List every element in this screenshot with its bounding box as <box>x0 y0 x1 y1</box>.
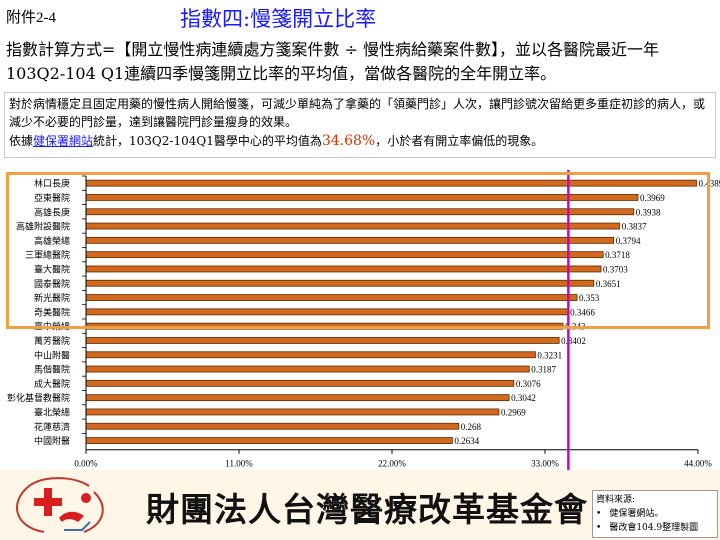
category-label: 林口長庚 <box>34 178 70 190</box>
data-label: 0.268 <box>461 422 482 432</box>
bar-chart: 林口長庚 0.4389 亞東醫院 0.3969 高雄長庚 0.3938 高雄附設醫院 0.38… <box>0 170 720 470</box>
data-source-item: 健保署網站。 <box>596 507 714 521</box>
x-tick-label: 44.00% <box>684 459 712 469</box>
description-box: 對於病情穩定且固定用藥的慢性病人開給慢箋，可減少單純為了拿藥的「領藥門診」人次，… <box>4 92 716 158</box>
category-label: 萬芳醫院 <box>34 335 70 347</box>
data-label: 0.3718 <box>605 250 630 260</box>
data-label: 0.3969 <box>640 193 665 203</box>
organization-name: 財團法人台灣醫療改革基金會 <box>146 490 588 529</box>
x-tick-label: 11.00% <box>225 459 253 469</box>
data-source-item: 醫改會104.9整理製圖 <box>596 521 714 535</box>
bar-chart-svg: 林口長庚 0.4389 亞東醫院 0.3969 高雄長庚 0.3938 高雄附設醫院 0.38… <box>7 170 720 470</box>
foundation-logo-icon <box>16 477 104 533</box>
data-label: 0.3651 <box>596 279 621 289</box>
data-label: 0.4389 <box>698 179 720 189</box>
bar <box>85 194 639 201</box>
category-label: 高雄榮總 <box>34 235 70 247</box>
bar <box>85 308 569 316</box>
category-label: 新光醫院 <box>34 292 70 304</box>
category-label: 三軍總醫院 <box>25 249 70 261</box>
bar <box>85 251 604 259</box>
data-label: 0.3187 <box>531 365 556 375</box>
x-tick-label: 22.00% <box>378 459 406 469</box>
data-label: 0.2969 <box>501 407 526 417</box>
x-tick-label: 33.00% <box>531 459 559 469</box>
x-tick-label: 0.00% <box>74 459 98 469</box>
bar <box>85 422 460 430</box>
data-label: 0.3794 <box>616 236 641 246</box>
category-label: 馬偕醫院 <box>34 364 70 376</box>
bar <box>85 279 595 287</box>
data-label: 0.3231 <box>537 350 562 360</box>
bar <box>85 294 578 301</box>
bar <box>85 222 621 230</box>
bar <box>85 365 530 373</box>
category-label: 中山附醫 <box>34 349 70 361</box>
data-label: 0.353 <box>579 293 600 303</box>
category-label: 國泰醫院 <box>34 278 70 290</box>
category-label: 亞東醫院 <box>34 192 70 204</box>
data-source-box: 資料來源: 健保署網站。 醫改會104.9整理製圖 <box>592 490 718 538</box>
bar <box>85 179 697 187</box>
data-label: 0.3076 <box>516 379 541 389</box>
data-label: 0.3837 <box>622 222 647 232</box>
source-middle: 統計，103Q2-104Q1醫學中心的平均值為 <box>93 134 322 148</box>
bar <box>85 437 453 444</box>
category-label: 高雄附設醫院 <box>16 221 70 233</box>
category-label: 花蓮慈濟 <box>34 421 70 433</box>
category-label: 中國附醫 <box>34 435 70 447</box>
description-text: 對於病情穩定且固定用藥的慢性病人開給慢箋，可減少單純為了拿藥的「領藥門診」人次，… <box>9 97 706 129</box>
bar <box>85 236 615 244</box>
bar <box>85 322 564 330</box>
category-label: 臺北榮總 <box>34 406 70 418</box>
data-label: 0.2634 <box>454 436 479 446</box>
bar <box>85 265 602 273</box>
data-label: 0.3402 <box>561 336 586 346</box>
category-label: 臺大醫院 <box>34 263 70 275</box>
page-title: 指數四:慢箋開立比率 <box>180 7 377 31</box>
bar <box>85 337 560 344</box>
source-line: 依據健保署網站統計，103Q2-104Q1醫學中心的平均值為34.68%，小於者… <box>9 131 711 151</box>
category-label: 高雄長庚 <box>34 206 70 218</box>
data-source-title: 資料來源: <box>596 495 636 505</box>
bar <box>85 379 515 387</box>
bar <box>85 208 635 216</box>
category-label: 彰化基督教醫院 <box>7 392 70 404</box>
attachment-label: 附件2-4 <box>6 10 56 26</box>
category-label: 奇美醫院 <box>34 306 70 318</box>
category-label: 臺中榮總 <box>34 321 70 333</box>
average-value: 34.68% <box>321 133 376 149</box>
formula-text: 指數計算方式=【開立慢性病連續處方箋案件數 ÷ 慢性病給藥案件數】，並以各醫院最… <box>6 40 659 83</box>
source-prefix: 依據 <box>9 134 34 148</box>
data-label: 0.3042 <box>511 393 536 403</box>
bar <box>85 394 510 402</box>
data-label: 0.3938 <box>636 207 661 217</box>
bar <box>85 408 500 416</box>
nhi-website-link[interactable]: 健保署網站 <box>33 134 94 148</box>
category-label: 成大醫院 <box>34 378 70 390</box>
data-label: 0.3466 <box>570 307 595 317</box>
source-suffix: ，小於者有開立率偏低的現象。 <box>375 134 544 148</box>
data-label: 0.3703 <box>603 264 628 274</box>
bar <box>85 351 536 359</box>
